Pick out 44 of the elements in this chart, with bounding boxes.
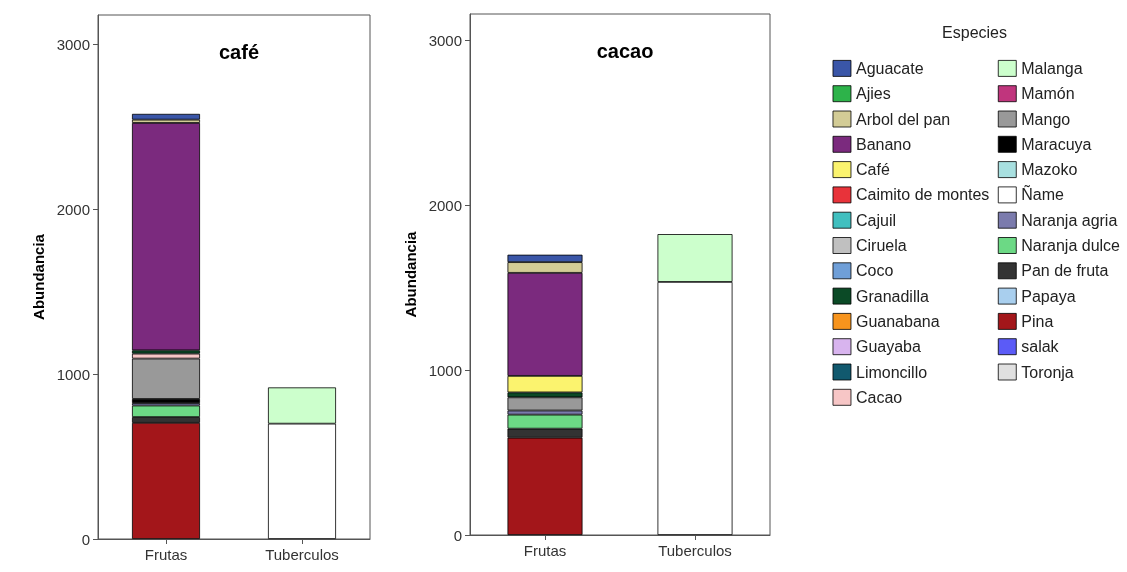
text: cacao — [596, 40, 654, 62]
legend-label: Banano — [855, 135, 912, 153]
legend-label: Mamón — [1021, 85, 1075, 103]
legend-label: Pan de fruta — [1021, 262, 1109, 280]
legend-label: Ajies — [855, 85, 891, 103]
y-tick-label: 2000 — [428, 196, 462, 214]
legend-label: Arbol del pan — [855, 110, 951, 128]
legend-title: Especies — [942, 23, 1007, 41]
legend-label: Pina — [1021, 312, 1054, 330]
legend-label: Guayaba — [855, 338, 922, 356]
legend-label: Ñame — [1021, 184, 1065, 204]
legend-label: Granadilla — [855, 287, 930, 305]
y-axis-title: Abundancia — [29, 233, 47, 320]
y-tick-label: 3000 — [428, 31, 462, 49]
y-axis-title: Abundancia — [402, 230, 419, 318]
x-tick-label: Tuberculos — [658, 542, 732, 559]
legend-label: Malanga — [1021, 59, 1083, 77]
y-tick-label: 1000 — [56, 365, 90, 383]
legend-label: Toronja — [1021, 363, 1074, 381]
legend-label: Coco — [855, 262, 894, 280]
x-tick-label: Frutas — [144, 546, 188, 563]
legend-label: Naranja agria — [1021, 211, 1118, 229]
legend-label: salak — [1021, 338, 1060, 356]
y-tick-label: 0 — [81, 530, 90, 548]
legend-label: Caimito de montes — [855, 186, 990, 204]
legend-label: Guanabana — [855, 312, 940, 330]
y-tick-label: 3000 — [56, 36, 90, 54]
y-tick-label: 1000 — [428, 361, 462, 379]
legend-label: Ciruela — [855, 237, 907, 254]
text: café — [218, 41, 260, 63]
legend-label: Mango — [1021, 110, 1071, 128]
legend-label: Café — [855, 161, 890, 179]
y-tick-label: 0 — [453, 526, 462, 544]
x-tick-label: Frutas — [523, 542, 567, 559]
legend-label: Aguacate — [855, 59, 924, 77]
legend-label: Mazoko — [1021, 161, 1078, 179]
legend-label: Papaya — [1021, 287, 1076, 305]
legend-label: Maracuya — [1021, 135, 1092, 153]
y-tick-label: 2000 — [56, 200, 90, 218]
x-tick-label: Tuberculos — [265, 546, 339, 563]
legend-label: Cajuil — [855, 211, 896, 229]
legend-label: Limoncillo — [855, 363, 928, 381]
legend-label: Naranja dulce — [1021, 237, 1121, 254]
legend-label: Cacao — [855, 388, 903, 406]
